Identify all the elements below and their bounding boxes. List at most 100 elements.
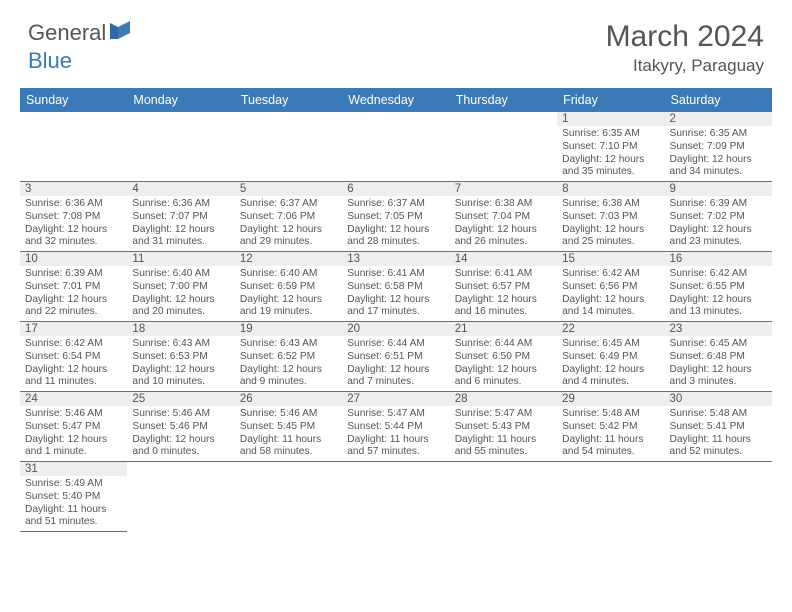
day-details: Sunrise: 6:35 AMSunset: 7:09 PMDaylight:…: [665, 126, 772, 181]
day-details: Sunrise: 6:42 AMSunset: 6:54 PMDaylight:…: [20, 336, 127, 391]
calendar-cell: 19Sunrise: 6:43 AMSunset: 6:52 PMDayligh…: [235, 322, 342, 392]
day-number: 9: [665, 182, 772, 196]
brand-text-2-wrap: Blue: [28, 48, 72, 74]
day-number: 21: [450, 322, 557, 336]
calendar-cell: 10Sunrise: 6:39 AMSunset: 7:01 PMDayligh…: [20, 252, 127, 322]
calendar-cell: 9Sunrise: 6:39 AMSunset: 7:02 PMDaylight…: [665, 182, 772, 252]
calendar-cell: [127, 112, 234, 182]
day-details: Sunrise: 5:46 AMSunset: 5:46 PMDaylight:…: [127, 406, 234, 461]
calendar-cell: 26Sunrise: 5:46 AMSunset: 5:45 PMDayligh…: [235, 392, 342, 462]
calendar-cell: 5Sunrise: 6:37 AMSunset: 7:06 PMDaylight…: [235, 182, 342, 252]
calendar-cell: 25Sunrise: 5:46 AMSunset: 5:46 PMDayligh…: [127, 392, 234, 462]
day-number: 24: [20, 392, 127, 406]
weekday-header: Thursday: [450, 88, 557, 112]
day-number: 25: [127, 392, 234, 406]
day-number: 7: [450, 182, 557, 196]
weekday-header: Monday: [127, 88, 234, 112]
day-number: 18: [127, 322, 234, 336]
calendar-cell: [235, 462, 342, 532]
weekday-header: Tuesday: [235, 88, 342, 112]
day-details: Sunrise: 5:47 AMSunset: 5:44 PMDaylight:…: [342, 406, 449, 461]
calendar-cell: 4Sunrise: 6:36 AMSunset: 7:07 PMDaylight…: [127, 182, 234, 252]
calendar-cell: 2Sunrise: 6:35 AMSunset: 7:09 PMDaylight…: [665, 112, 772, 182]
calendar-cell: 7Sunrise: 6:38 AMSunset: 7:04 PMDaylight…: [450, 182, 557, 252]
calendar-cell: 29Sunrise: 5:48 AMSunset: 5:42 PMDayligh…: [557, 392, 664, 462]
calendar-cell: 8Sunrise: 6:38 AMSunset: 7:03 PMDaylight…: [557, 182, 664, 252]
day-number: 13: [342, 252, 449, 266]
day-number: 29: [557, 392, 664, 406]
weekday-header: Saturday: [665, 88, 772, 112]
day-details: Sunrise: 6:44 AMSunset: 6:51 PMDaylight:…: [342, 336, 449, 391]
calendar-cell: [450, 112, 557, 182]
day-details: Sunrise: 6:40 AMSunset: 7:00 PMDaylight:…: [127, 266, 234, 321]
calendar-cell: 28Sunrise: 5:47 AMSunset: 5:43 PMDayligh…: [450, 392, 557, 462]
weekday-header: Friday: [557, 88, 664, 112]
calendar-row: 31Sunrise: 5:49 AMSunset: 5:40 PMDayligh…: [20, 462, 772, 532]
day-number: 30: [665, 392, 772, 406]
day-details: Sunrise: 6:42 AMSunset: 6:55 PMDaylight:…: [665, 266, 772, 321]
calendar-cell: 21Sunrise: 6:44 AMSunset: 6:50 PMDayligh…: [450, 322, 557, 392]
calendar-cell: 23Sunrise: 6:45 AMSunset: 6:48 PMDayligh…: [665, 322, 772, 392]
calendar-cell: 22Sunrise: 6:45 AMSunset: 6:49 PMDayligh…: [557, 322, 664, 392]
calendar-cell: 30Sunrise: 5:48 AMSunset: 5:41 PMDayligh…: [665, 392, 772, 462]
day-number: 4: [127, 182, 234, 196]
day-details: Sunrise: 6:44 AMSunset: 6:50 PMDaylight:…: [450, 336, 557, 391]
calendar-cell: [557, 462, 664, 532]
calendar-cell: 20Sunrise: 6:44 AMSunset: 6:51 PMDayligh…: [342, 322, 449, 392]
day-number: 14: [450, 252, 557, 266]
day-details: Sunrise: 6:40 AMSunset: 6:59 PMDaylight:…: [235, 266, 342, 321]
day-number: 12: [235, 252, 342, 266]
calendar-cell: 18Sunrise: 6:43 AMSunset: 6:53 PMDayligh…: [127, 322, 234, 392]
day-number: 28: [450, 392, 557, 406]
day-details: Sunrise: 6:37 AMSunset: 7:05 PMDaylight:…: [342, 196, 449, 251]
day-number: 2: [665, 112, 772, 126]
day-details: Sunrise: 6:39 AMSunset: 7:01 PMDaylight:…: [20, 266, 127, 321]
calendar-row: 17Sunrise: 6:42 AMSunset: 6:54 PMDayligh…: [20, 322, 772, 392]
day-details: Sunrise: 6:37 AMSunset: 7:06 PMDaylight:…: [235, 196, 342, 251]
day-number: 27: [342, 392, 449, 406]
day-details: Sunrise: 5:47 AMSunset: 5:43 PMDaylight:…: [450, 406, 557, 461]
header: General March 2024 Itakyry, Paraguay: [0, 0, 792, 84]
day-details: Sunrise: 5:48 AMSunset: 5:41 PMDaylight:…: [665, 406, 772, 461]
page-title: March 2024: [606, 20, 764, 54]
weekday-header: Wednesday: [342, 88, 449, 112]
day-number: 31: [20, 462, 127, 476]
calendar-cell: [665, 462, 772, 532]
day-number: 1: [557, 112, 664, 126]
calendar-cell: 31Sunrise: 5:49 AMSunset: 5:40 PMDayligh…: [20, 462, 127, 532]
calendar-cell: 11Sunrise: 6:40 AMSunset: 7:00 PMDayligh…: [127, 252, 234, 322]
calendar-body: 1Sunrise: 6:35 AMSunset: 7:10 PMDaylight…: [20, 112, 772, 532]
day-number: 19: [235, 322, 342, 336]
day-details: Sunrise: 6:38 AMSunset: 7:03 PMDaylight:…: [557, 196, 664, 251]
calendar-table: Sunday Monday Tuesday Wednesday Thursday…: [20, 88, 772, 532]
day-details: Sunrise: 6:41 AMSunset: 6:58 PMDaylight:…: [342, 266, 449, 321]
day-details: Sunrise: 6:45 AMSunset: 6:48 PMDaylight:…: [665, 336, 772, 391]
day-number: 5: [235, 182, 342, 196]
calendar-cell: 12Sunrise: 6:40 AMSunset: 6:59 PMDayligh…: [235, 252, 342, 322]
day-number: 8: [557, 182, 664, 196]
day-details: Sunrise: 6:41 AMSunset: 6:57 PMDaylight:…: [450, 266, 557, 321]
day-number: 20: [342, 322, 449, 336]
day-details: Sunrise: 6:35 AMSunset: 7:10 PMDaylight:…: [557, 126, 664, 181]
calendar-cell: [127, 462, 234, 532]
day-details: Sunrise: 6:36 AMSunset: 7:08 PMDaylight:…: [20, 196, 127, 251]
day-details: Sunrise: 6:43 AMSunset: 6:52 PMDaylight:…: [235, 336, 342, 391]
title-block: March 2024 Itakyry, Paraguay: [606, 20, 764, 76]
calendar-cell: 14Sunrise: 6:41 AMSunset: 6:57 PMDayligh…: [450, 252, 557, 322]
calendar-cell: 1Sunrise: 6:35 AMSunset: 7:10 PMDaylight…: [557, 112, 664, 182]
day-number: 6: [342, 182, 449, 196]
calendar-row: 10Sunrise: 6:39 AMSunset: 7:01 PMDayligh…: [20, 252, 772, 322]
day-number: 22: [557, 322, 664, 336]
calendar-cell: 3Sunrise: 6:36 AMSunset: 7:08 PMDaylight…: [20, 182, 127, 252]
flag-icon: [110, 21, 136, 46]
day-details: Sunrise: 6:36 AMSunset: 7:07 PMDaylight:…: [127, 196, 234, 251]
day-details: Sunrise: 6:38 AMSunset: 7:04 PMDaylight:…: [450, 196, 557, 251]
calendar-cell: [235, 112, 342, 182]
calendar-cell: 13Sunrise: 6:41 AMSunset: 6:58 PMDayligh…: [342, 252, 449, 322]
calendar-cell: [20, 112, 127, 182]
day-number: 26: [235, 392, 342, 406]
day-number: 15: [557, 252, 664, 266]
day-details: Sunrise: 5:46 AMSunset: 5:45 PMDaylight:…: [235, 406, 342, 461]
day-number: 3: [20, 182, 127, 196]
brand-text-1: General: [28, 20, 106, 46]
